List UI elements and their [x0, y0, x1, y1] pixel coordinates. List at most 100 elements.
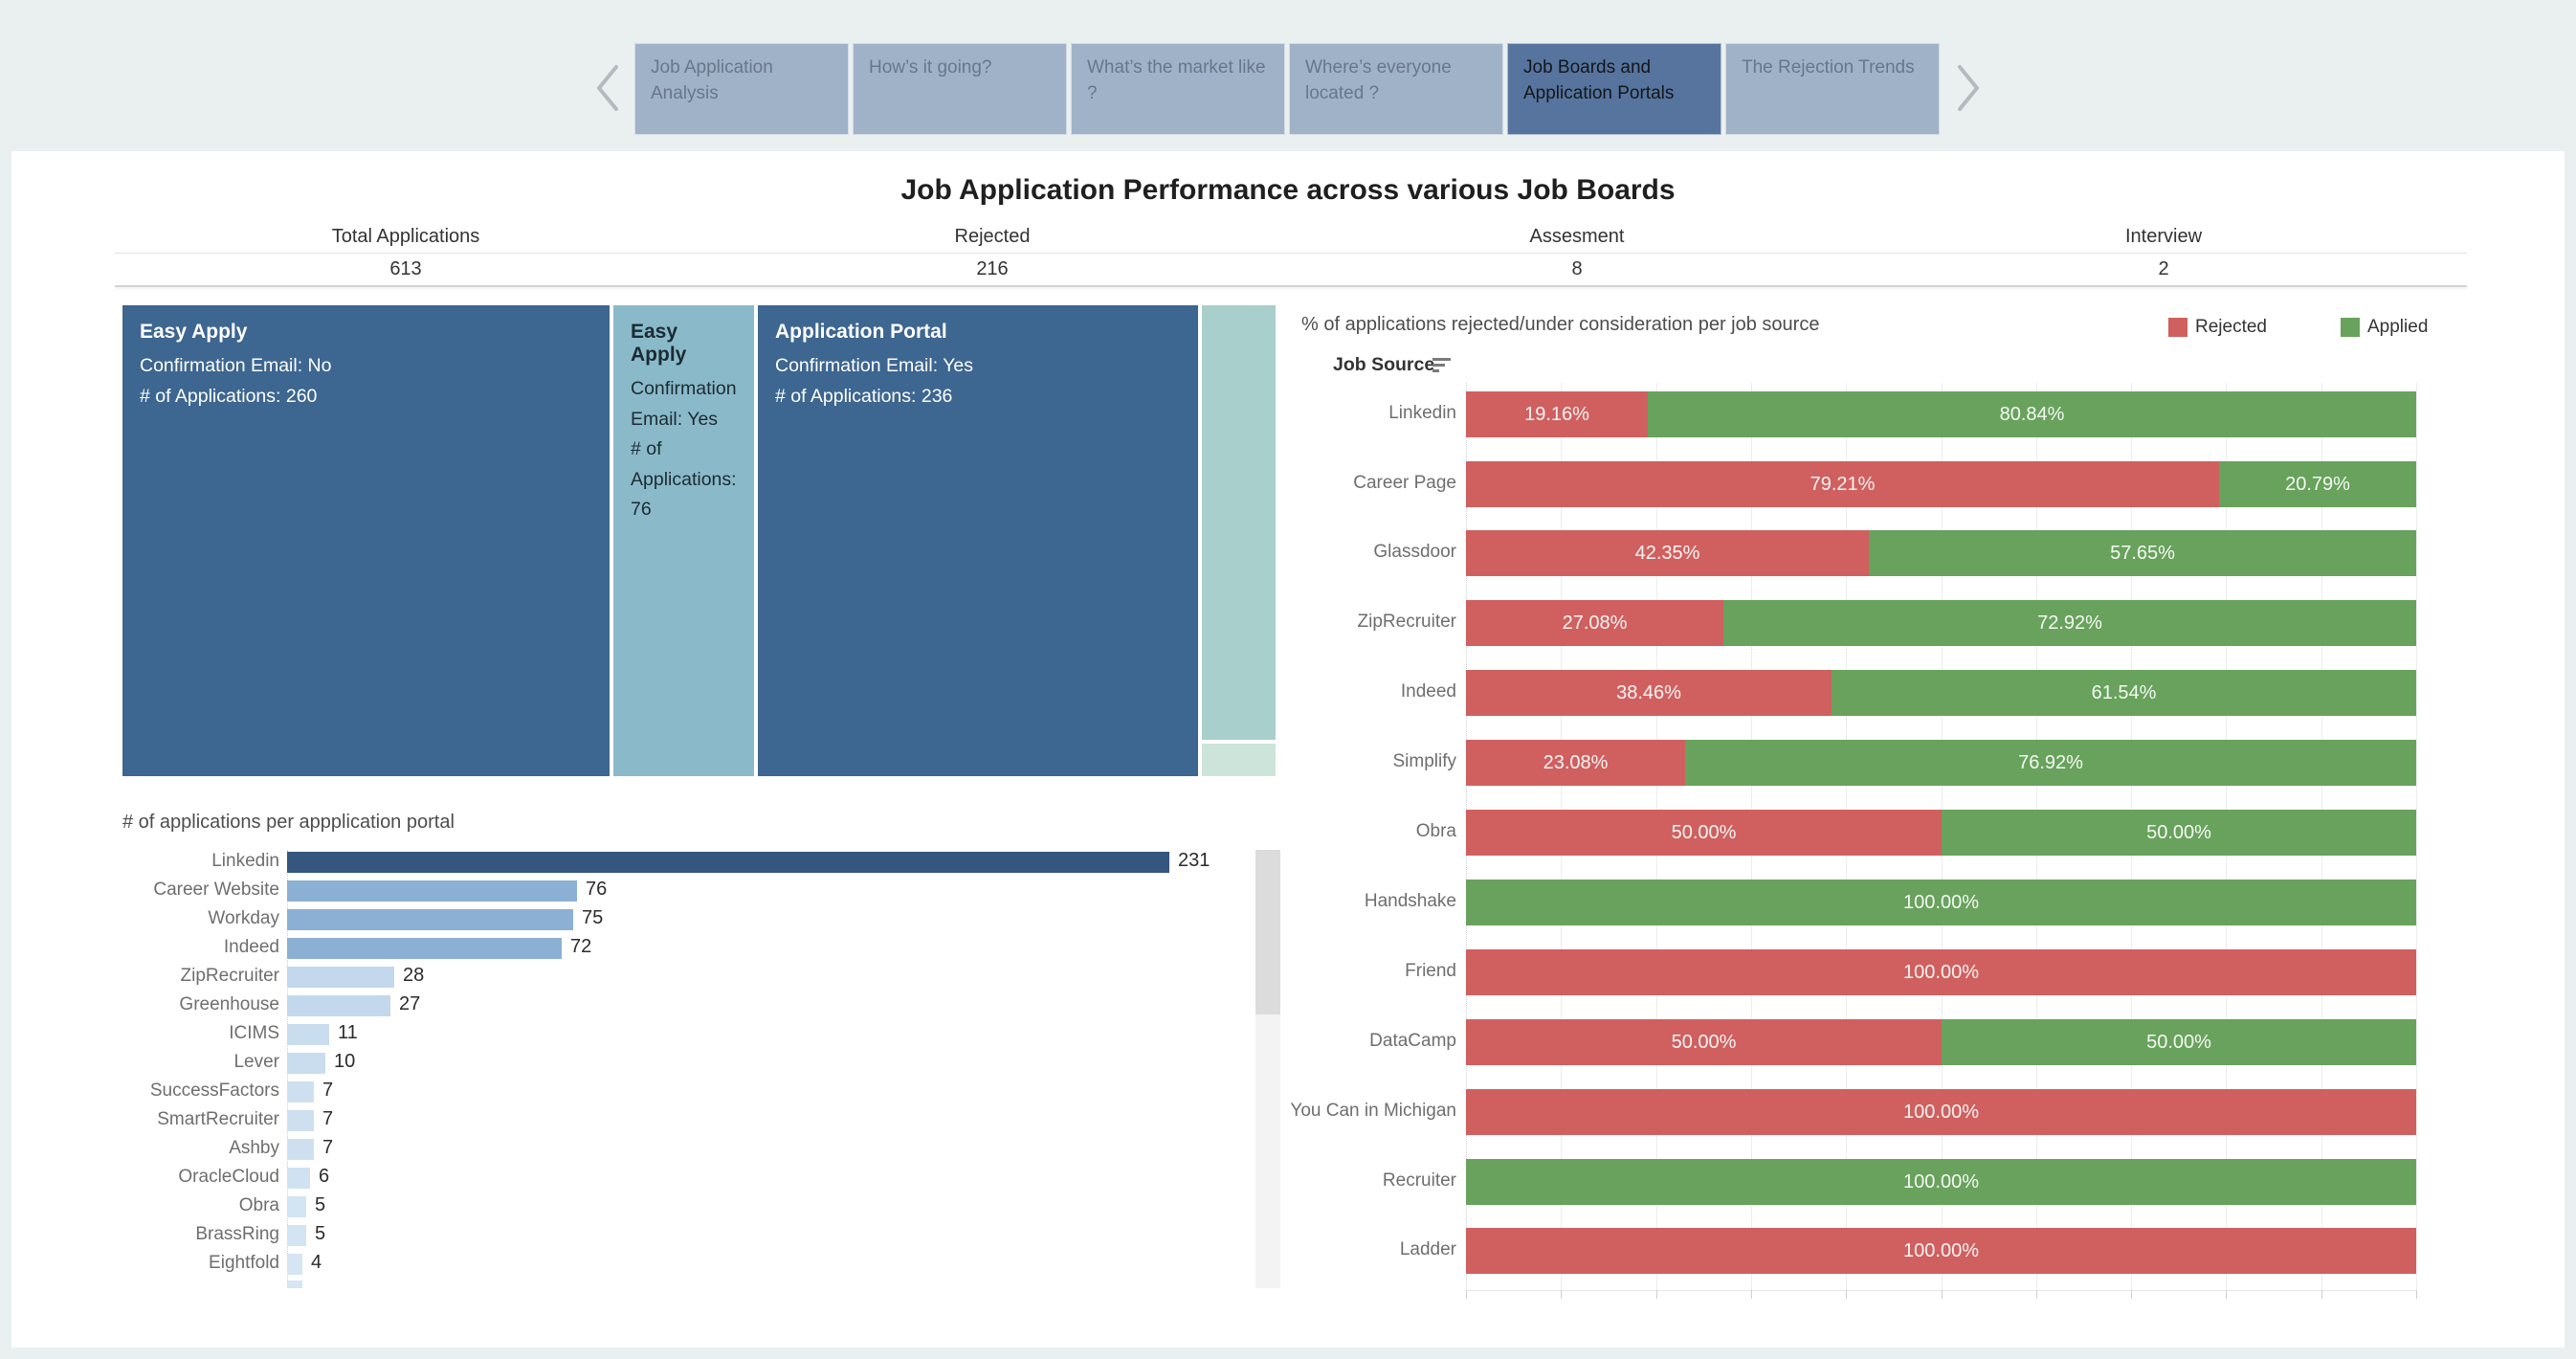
portal-bar-value: 11: [338, 1022, 358, 1043]
portal-bar-label: Lever: [233, 1052, 279, 1072]
kpi-value-3: 8: [1571, 258, 1583, 279]
source-row-label: Indeed: [1400, 681, 1456, 702]
portal-bar[interactable]: [287, 1024, 329, 1045]
portal-scrollbar-thumb[interactable]: [1255, 850, 1280, 1014]
portal-bar-label: Workday: [208, 908, 279, 928]
story-tab-5[interactable]: Job Boards and Application Portals: [1507, 43, 1721, 135]
legend-rejected-swatch[interactable]: [2168, 318, 2187, 337]
kpi-label-2: Rejected: [954, 226, 1031, 247]
treemap-box-2[interactable]: Easy Apply Confirmation Email: Yes # of Ap…: [613, 305, 754, 776]
portal-bar-value: 10: [334, 1051, 356, 1072]
portal-bar-label: OracleCloud: [178, 1167, 279, 1187]
source-chart-title: % of applications rejected/under conside…: [1301, 314, 1820, 335]
rejected-segment[interactable]: [1466, 461, 2219, 507]
applied-segment[interactable]: [1723, 600, 2416, 646]
source-bottom-axis: [1466, 1290, 2416, 1291]
source-row-label: Obra: [1415, 821, 1456, 841]
applied-segment[interactable]: [1942, 810, 2416, 856]
treemap-box-1[interactable]: Easy Apply Confirmation Email: No # of App…: [122, 305, 610, 776]
applied-segment[interactable]: [1832, 670, 2416, 716]
portal-bar[interactable]: [287, 1081, 314, 1103]
rejected-segment[interactable]: [1466, 740, 1685, 786]
story-tab-3[interactable]: What’s the market like ?: [1071, 43, 1285, 135]
job-source-axis-header[interactable]: Job Source: [1333, 354, 1435, 375]
source-row-label: Ladder: [1399, 1239, 1456, 1259]
applied-segment[interactable]: [2219, 461, 2416, 507]
portal-bar[interactable]: [287, 1168, 310, 1189]
grid-line: [2416, 383, 2417, 1291]
treemap-box-line: # of Applications: 260: [140, 385, 318, 407]
portal-bar[interactable]: [287, 1053, 325, 1074]
legend-applied-swatch[interactable]: [2341, 318, 2360, 337]
chevron-left-icon: [597, 65, 618, 111]
nav-prev-button[interactable]: [593, 63, 622, 113]
portal-bar[interactable]: [287, 995, 390, 1016]
axis-tick: [1561, 1290, 1562, 1299]
portal-bar-value: 27: [399, 993, 421, 1014]
portal-bar[interactable]: [287, 1139, 314, 1160]
portal-bar[interactable]: [287, 938, 562, 959]
applied-segment[interactable]: [1466, 880, 2416, 925]
portal-bar-label: Indeed: [223, 937, 279, 957]
treemap-box-3[interactable]: Application Portal Confirmation Email: Ye…: [758, 305, 1198, 776]
axis-tick: [2036, 1290, 2037, 1299]
portal-bar[interactable]: [287, 1196, 306, 1217]
portal-bar-value: 28: [403, 965, 425, 986]
rejected-segment[interactable]: [1466, 1019, 1942, 1065]
legend-applied-label[interactable]: Applied: [2367, 317, 2429, 337]
source-row-label: Friend: [1405, 961, 1456, 981]
axis-tick: [1846, 1290, 1847, 1299]
rejected-segment[interactable]: [1466, 810, 1942, 856]
portal-bar[interactable]: [287, 852, 1169, 873]
rejected-segment[interactable]: [1466, 1089, 2416, 1135]
kpi-label-3: Assesment: [1529, 226, 1625, 247]
treemap-box-5[interactable]: [1202, 744, 1276, 776]
story-tab-6[interactable]: The Rejection Trends: [1725, 43, 1940, 135]
portal-bar[interactable]: [287, 967, 394, 988]
portal-bar-value: 231: [1178, 850, 1210, 871]
portal-bar[interactable]: [287, 1225, 306, 1246]
rejected-segment[interactable]: [1466, 949, 2416, 995]
rejected-segment[interactable]: [1466, 1228, 2416, 1274]
nav-next-button[interactable]: [1954, 63, 1983, 113]
axis-tick: [2416, 1290, 2417, 1299]
sort-descending-icon[interactable]: [1432, 358, 1452, 373]
treemap-box-line: # of Applications: 236: [775, 385, 953, 407]
applied-segment[interactable]: [1648, 391, 2416, 437]
applied-segment[interactable]: [1869, 530, 2416, 576]
portal-bar-label: SmartRecruiter: [157, 1109, 279, 1129]
source-row-label: Handshake: [1364, 891, 1456, 911]
page-title: Job Application Performance across vario…: [900, 174, 1676, 206]
rejected-segment[interactable]: [1466, 391, 1648, 437]
story-tab-1[interactable]: Job Application Analysis: [634, 43, 849, 135]
treemap-box-4[interactable]: [1202, 305, 1276, 740]
story-tab-4[interactable]: Where’s everyone located ?: [1289, 43, 1503, 135]
treemap-box-line: Confirmation Email: Yes: [631, 378, 737, 430]
portal-bar-value: 7: [322, 1108, 334, 1129]
portal-bar[interactable]: [287, 909, 573, 930]
rejected-segment[interactable]: [1466, 600, 1723, 646]
applied-segment[interactable]: [1685, 740, 2416, 786]
portal-bar-label: Ashby: [229, 1138, 279, 1158]
portal-bar-partial[interactable]: [287, 1281, 302, 1288]
kpi-value-4: 2: [2158, 258, 2169, 279]
applied-segment[interactable]: [1942, 1019, 2416, 1065]
story-tab-label: Job Boards and Application Portals: [1523, 57, 1675, 103]
portal-bar-label: ZipRecruiter: [180, 966, 279, 986]
rejected-segment[interactable]: [1466, 530, 1869, 576]
portal-bar[interactable]: [287, 880, 577, 902]
treemap-box-line: # of Applications: 76: [631, 438, 737, 521]
portal-bar[interactable]: [287, 1110, 314, 1131]
legend-rejected-label[interactable]: Rejected: [2195, 317, 2267, 337]
portal-bar-value: 5: [315, 1223, 326, 1244]
story-tab-2[interactable]: How’s it going?: [853, 43, 1067, 135]
portal-bar-value: 75: [582, 907, 604, 928]
kpi-value-1: 613: [389, 258, 422, 279]
portal-bar[interactable]: [287, 1254, 302, 1275]
source-row-label: ZipRecruiter: [1357, 612, 1456, 632]
axis-tick: [1751, 1290, 1752, 1299]
applied-segment[interactable]: [1466, 1159, 2416, 1205]
portal-bar-value: 7: [322, 1137, 334, 1158]
rejected-segment[interactable]: [1466, 670, 1832, 716]
